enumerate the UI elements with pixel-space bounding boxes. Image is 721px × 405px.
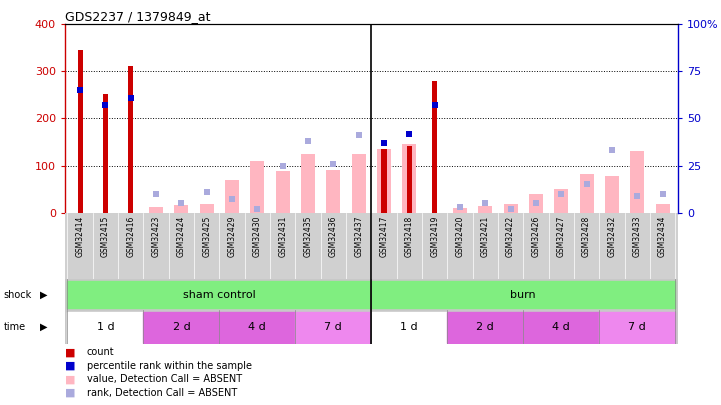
Bar	[407, 146, 412, 213]
Bar	[605, 176, 619, 213]
Bar	[554, 189, 568, 213]
Bar	[377, 149, 391, 213]
Text: GSM32419: GSM32419	[430, 216, 439, 257]
Bar	[655, 204, 670, 213]
Text: GSM32435: GSM32435	[304, 216, 312, 258]
Text: GSM32416: GSM32416	[126, 216, 136, 257]
Text: ▶: ▶	[40, 322, 47, 332]
Text: sham control: sham control	[183, 290, 256, 300]
Text: GSM32437: GSM32437	[354, 216, 363, 258]
Text: ■: ■	[65, 347, 76, 357]
Bar	[327, 170, 340, 213]
Bar	[453, 208, 467, 213]
Bar	[529, 194, 543, 213]
Text: GSM32421: GSM32421	[481, 216, 490, 257]
Text: ■: ■	[65, 374, 76, 384]
Bar	[301, 154, 315, 213]
Text: GSM32427: GSM32427	[557, 216, 566, 257]
Text: ▶: ▶	[40, 290, 47, 300]
Bar	[225, 180, 239, 213]
Text: GSM32415: GSM32415	[101, 216, 110, 257]
Text: GSM32429: GSM32429	[228, 216, 236, 257]
Bar	[78, 50, 83, 213]
Bar	[103, 94, 108, 213]
Bar	[478, 206, 492, 213]
Text: GSM32431: GSM32431	[278, 216, 287, 257]
Bar	[371, 311, 447, 343]
Bar	[200, 204, 213, 213]
Text: percentile rank within the sample: percentile rank within the sample	[87, 361, 252, 371]
Bar	[402, 144, 416, 213]
Bar	[219, 311, 296, 343]
Text: ■: ■	[65, 361, 76, 371]
Text: GSM32418: GSM32418	[404, 216, 414, 257]
Bar	[174, 205, 188, 213]
Bar	[352, 154, 366, 213]
Text: GSM32434: GSM32434	[658, 216, 667, 258]
Text: GSM32422: GSM32422	[506, 216, 515, 257]
Text: GSM32423: GSM32423	[151, 216, 161, 257]
Text: GSM32428: GSM32428	[582, 216, 591, 257]
Text: GSM32420: GSM32420	[456, 216, 464, 257]
Text: burn: burn	[510, 290, 536, 300]
Text: GSM32424: GSM32424	[177, 216, 186, 257]
Text: GSM32436: GSM32436	[329, 216, 338, 258]
Text: GSM32433: GSM32433	[633, 216, 642, 258]
Bar	[371, 281, 675, 308]
Bar	[630, 151, 644, 213]
Bar	[523, 311, 599, 343]
Text: ■: ■	[65, 388, 76, 398]
Text: GSM32414: GSM32414	[76, 216, 84, 257]
Text: rank, Detection Call = ABSENT: rank, Detection Call = ABSENT	[87, 388, 236, 398]
Text: 2 d: 2 d	[172, 322, 190, 332]
Bar	[250, 161, 265, 213]
Bar	[447, 311, 523, 343]
Text: 1 d: 1 d	[400, 322, 418, 332]
Text: time: time	[4, 322, 26, 332]
Bar	[296, 311, 371, 343]
Text: value, Detection Call = ABSENT: value, Detection Call = ABSENT	[87, 374, 242, 384]
Bar	[143, 311, 219, 343]
Text: GSM32430: GSM32430	[253, 216, 262, 258]
Text: GSM32417: GSM32417	[379, 216, 389, 257]
Bar	[149, 207, 163, 213]
Text: GSM32432: GSM32432	[607, 216, 616, 257]
Text: 4 d: 4 d	[552, 322, 570, 332]
Text: 4 d: 4 d	[249, 322, 266, 332]
Bar	[432, 81, 437, 213]
Text: shock: shock	[4, 290, 32, 300]
Text: 2 d: 2 d	[477, 322, 494, 332]
Text: 1 d: 1 d	[97, 322, 114, 332]
Text: 7 d: 7 d	[324, 322, 342, 332]
Bar	[504, 204, 518, 213]
Bar	[68, 281, 371, 308]
Bar	[381, 149, 386, 213]
Bar	[68, 311, 143, 343]
Text: count: count	[87, 347, 114, 357]
Bar	[128, 66, 133, 213]
Text: GDS2237 / 1379849_at: GDS2237 / 1379849_at	[65, 10, 211, 23]
Text: 7 d: 7 d	[628, 322, 646, 332]
Bar	[275, 171, 290, 213]
Text: GSM32426: GSM32426	[531, 216, 541, 257]
Bar	[580, 174, 593, 213]
Bar	[599, 311, 675, 343]
Text: GSM32425: GSM32425	[202, 216, 211, 257]
